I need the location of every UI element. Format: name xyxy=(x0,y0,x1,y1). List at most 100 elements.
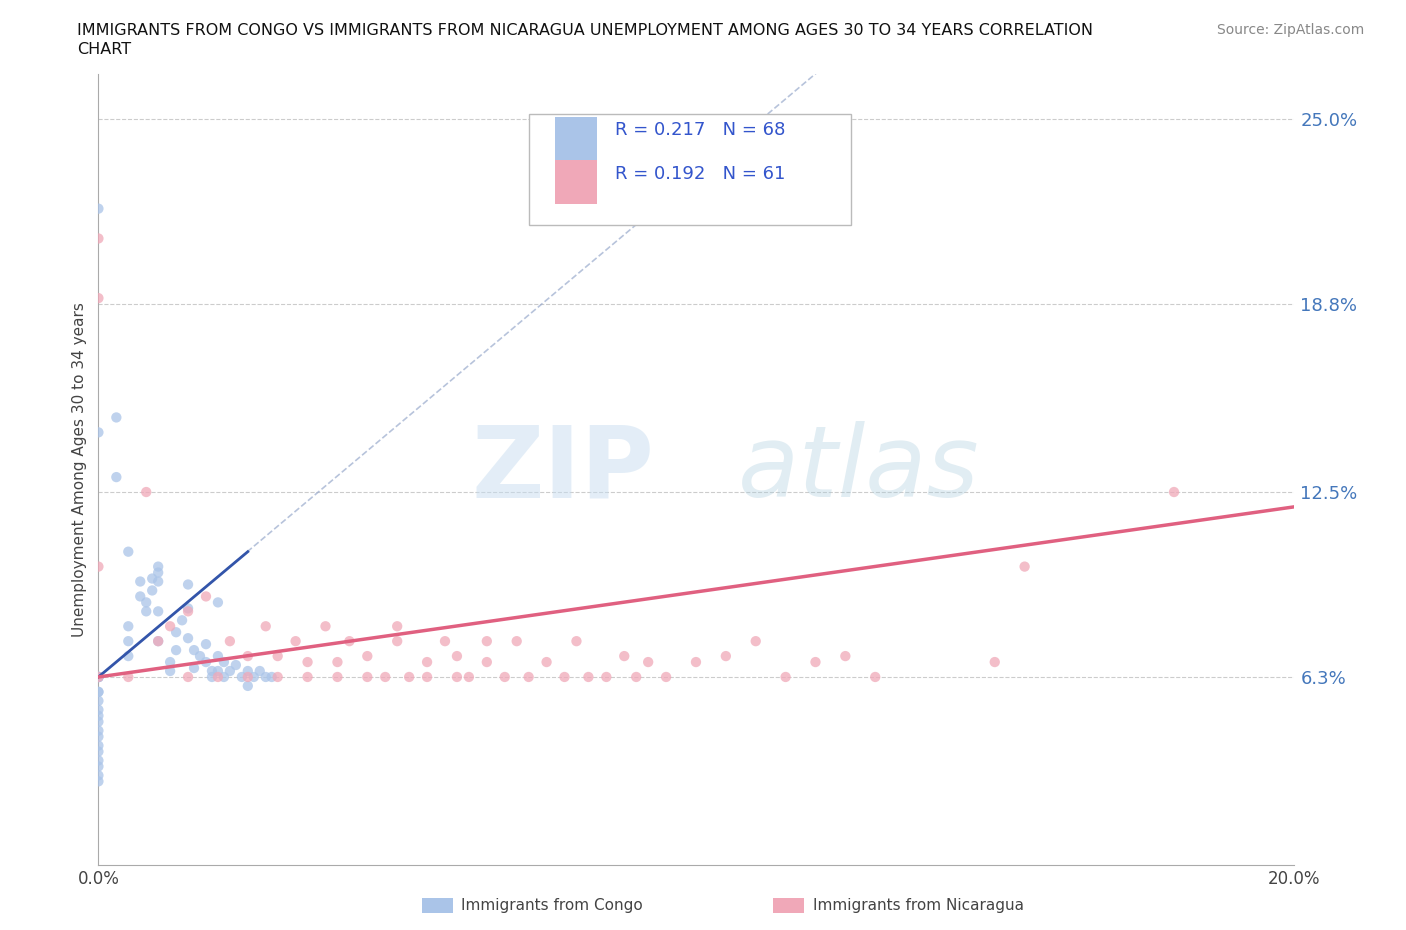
Point xyxy=(117,618,139,633)
Point xyxy=(87,231,110,246)
Point xyxy=(183,643,205,658)
Point xyxy=(141,583,163,598)
Text: R = 0.217   N = 68: R = 0.217 N = 68 xyxy=(614,122,785,140)
Point xyxy=(212,670,235,684)
Point xyxy=(506,633,529,648)
Point xyxy=(165,643,187,658)
Point xyxy=(446,670,468,684)
Point xyxy=(284,633,307,648)
Point xyxy=(249,664,271,679)
Point xyxy=(1163,485,1185,499)
Point xyxy=(536,655,558,670)
Point xyxy=(105,470,128,485)
Text: IMMIGRANTS FROM CONGO VS IMMIGRANTS FROM NICARAGUA UNEMPLOYMENT AMONG AGES 30 TO: IMMIGRANTS FROM CONGO VS IMMIGRANTS FROM… xyxy=(77,23,1094,38)
Point xyxy=(87,738,110,753)
Point xyxy=(984,655,1007,670)
Text: CHART: CHART xyxy=(77,42,131,57)
Point xyxy=(87,684,110,699)
Point xyxy=(254,670,277,684)
Point xyxy=(416,655,439,670)
Point xyxy=(87,709,110,724)
Point xyxy=(201,670,224,684)
Point xyxy=(207,670,229,684)
Point xyxy=(87,670,110,684)
Point xyxy=(446,648,468,663)
Point xyxy=(87,714,110,729)
Point xyxy=(159,655,181,670)
Text: Immigrants from Congo: Immigrants from Congo xyxy=(461,898,643,913)
Point xyxy=(243,670,266,684)
Point xyxy=(135,604,157,618)
Point xyxy=(172,613,194,628)
Point xyxy=(207,595,229,610)
Point xyxy=(231,670,253,684)
Point xyxy=(315,618,337,633)
Point xyxy=(236,664,259,679)
Point xyxy=(1014,559,1036,574)
Point xyxy=(87,768,110,783)
Point xyxy=(105,410,128,425)
Point xyxy=(148,565,170,580)
Point xyxy=(775,670,797,684)
Point xyxy=(267,648,290,663)
Point xyxy=(865,670,887,684)
Point xyxy=(326,670,349,684)
Point xyxy=(188,648,211,663)
Point xyxy=(834,648,856,663)
Point xyxy=(87,744,110,759)
Point xyxy=(356,648,378,663)
Point xyxy=(374,670,396,684)
Point xyxy=(129,574,152,589)
Point xyxy=(225,658,247,672)
Point xyxy=(87,670,110,684)
Point xyxy=(207,648,229,663)
Point xyxy=(326,655,349,670)
Point xyxy=(87,425,110,440)
Point xyxy=(398,670,420,684)
Point xyxy=(87,670,110,684)
Point xyxy=(219,633,242,648)
Point xyxy=(236,648,259,663)
Point xyxy=(87,559,110,574)
Point xyxy=(177,670,200,684)
Point xyxy=(356,670,378,684)
Point xyxy=(135,485,157,499)
Point xyxy=(714,648,737,663)
Point xyxy=(475,655,498,670)
Point xyxy=(578,670,600,684)
Point xyxy=(385,618,409,633)
Point xyxy=(135,595,157,610)
Text: ZIP: ZIP xyxy=(471,421,654,518)
Point xyxy=(165,625,187,640)
Point xyxy=(87,670,110,684)
Text: atlas: atlas xyxy=(738,421,980,518)
Point xyxy=(177,604,200,618)
FancyBboxPatch shape xyxy=(529,114,852,224)
Point xyxy=(267,670,290,684)
Point xyxy=(201,664,224,679)
Point xyxy=(458,670,481,684)
Point xyxy=(212,655,235,670)
Point xyxy=(260,670,283,684)
Point xyxy=(87,729,110,744)
Point xyxy=(613,648,636,663)
Point xyxy=(148,559,170,574)
Point xyxy=(626,670,648,684)
Point xyxy=(117,544,139,559)
Point xyxy=(236,670,259,684)
Point xyxy=(219,664,242,679)
Point xyxy=(87,670,110,684)
Point xyxy=(254,618,277,633)
Point xyxy=(117,670,139,684)
Point xyxy=(207,664,229,679)
Point xyxy=(87,670,110,684)
Point xyxy=(416,670,439,684)
Point xyxy=(87,201,110,216)
Point xyxy=(637,655,659,670)
Point xyxy=(117,648,139,663)
Point xyxy=(475,633,498,648)
Text: Immigrants from Nicaragua: Immigrants from Nicaragua xyxy=(813,898,1024,913)
Point xyxy=(554,670,576,684)
Point xyxy=(297,670,319,684)
Text: R = 0.192   N = 61: R = 0.192 N = 61 xyxy=(614,166,785,183)
